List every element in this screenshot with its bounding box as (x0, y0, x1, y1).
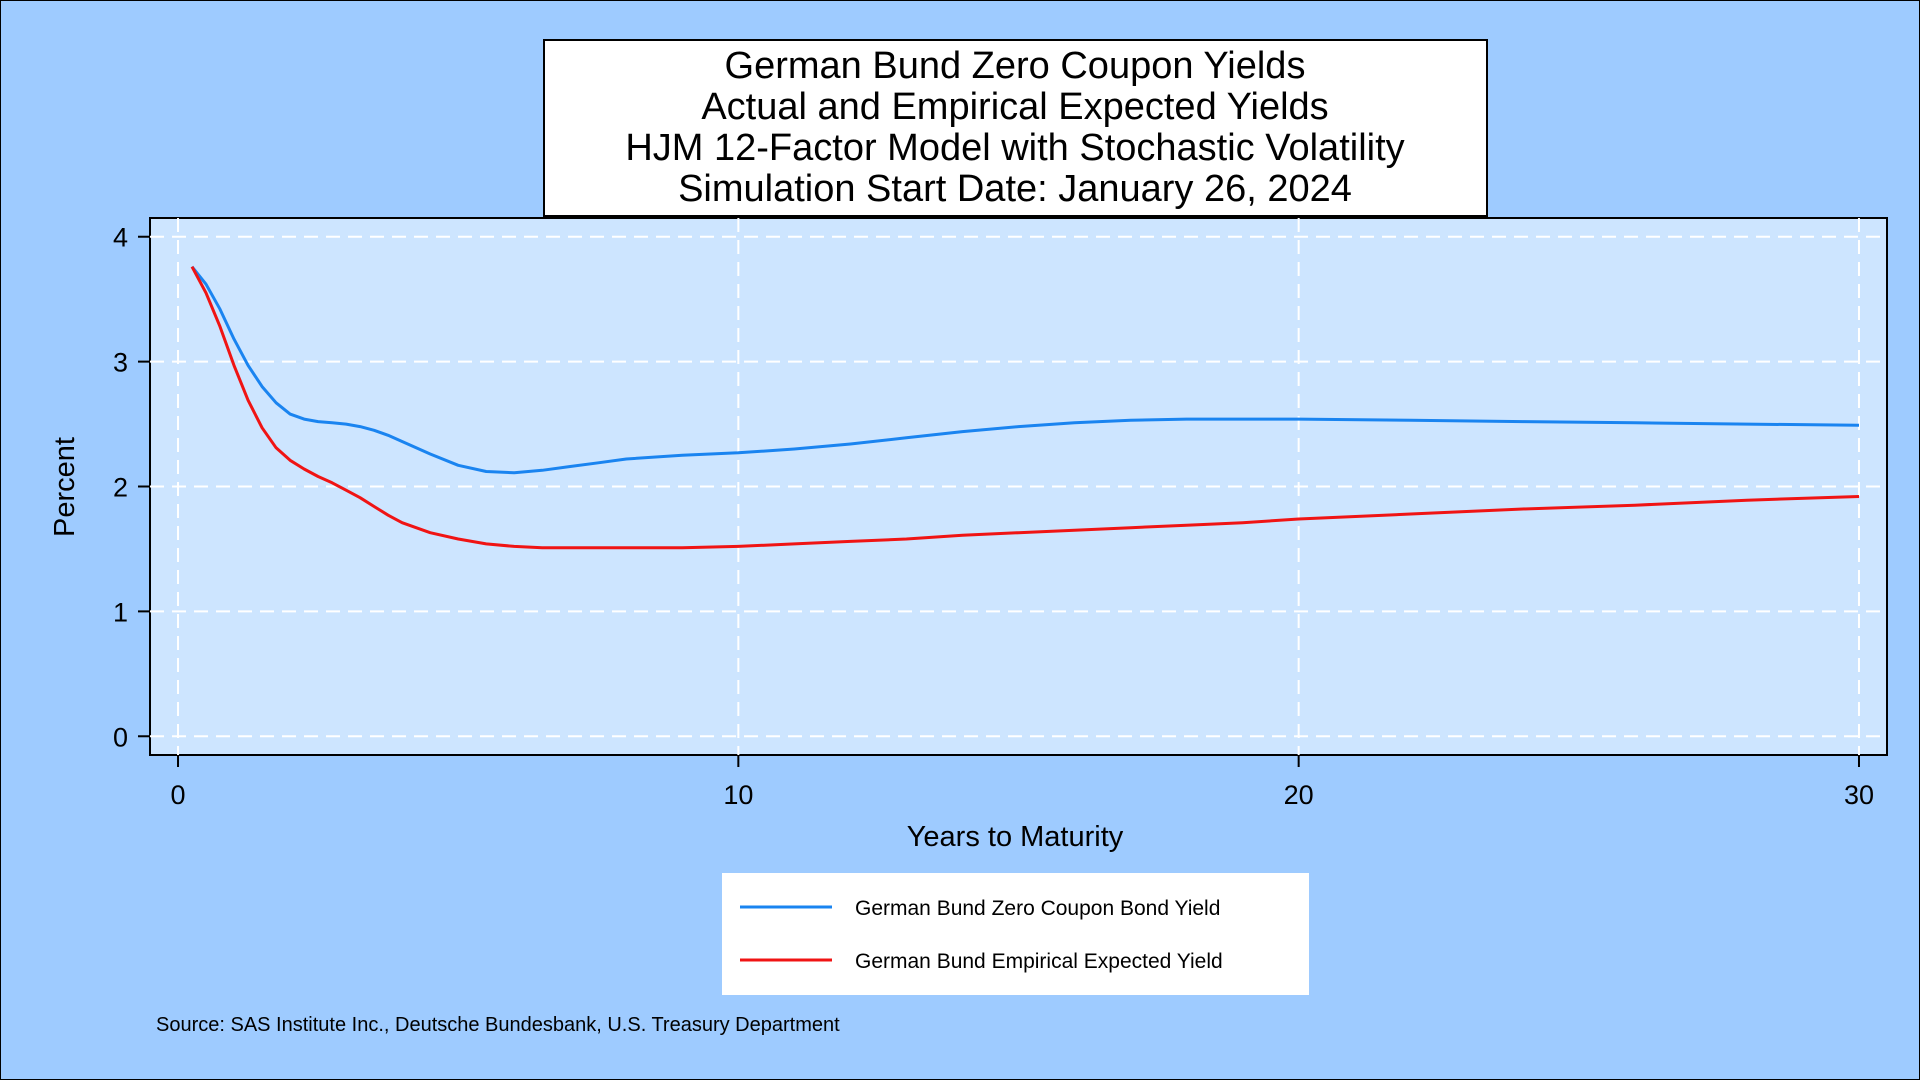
y-tick-label: 3 (113, 348, 128, 378)
x-tick-label: 0 (171, 780, 186, 810)
x-tick-label: 20 (1284, 780, 1314, 810)
y-tick-label: 1 (113, 597, 128, 627)
y-axis-title: Percent (49, 437, 81, 537)
series-line-expected-yield (190, 265, 1860, 550)
y-tick-label: 0 (113, 722, 128, 752)
grid-lines (150, 218, 1887, 755)
legend-label-actual: German Bund Zero Coupon Bond Yield (855, 897, 1220, 920)
axis-ticks: 0 1 2 3 4 0 10 20 30 (113, 223, 1874, 810)
legend-label-expected: German Bund Empirical Expected Yield (855, 950, 1223, 973)
chart-title-line-3: HJM 12-Factor Model with Stochastic Vola… (625, 127, 1404, 169)
x-tick-label: 10 (723, 780, 753, 810)
y-tick-label: 4 (113, 223, 128, 253)
legend-box (722, 873, 1309, 995)
x-axis-title: Years to Maturity (907, 821, 1124, 853)
x-tick-label: 30 (1844, 780, 1874, 810)
series-lines (190, 265, 1860, 550)
series-line-actual-yield (190, 265, 1860, 475)
chart-title-line-4: Simulation Start Date: January 26, 2024 (678, 168, 1352, 210)
y-tick-label: 2 (113, 473, 128, 503)
source-note: Source: SAS Institute Inc., Deutsche Bun… (156, 1014, 840, 1036)
chart-title-line-1: German Bund Zero Coupon Yields (725, 45, 1306, 87)
title-box (543, 39, 1488, 217)
chart-title-line-2: Actual and Empirical Expected Yields (701, 86, 1328, 128)
